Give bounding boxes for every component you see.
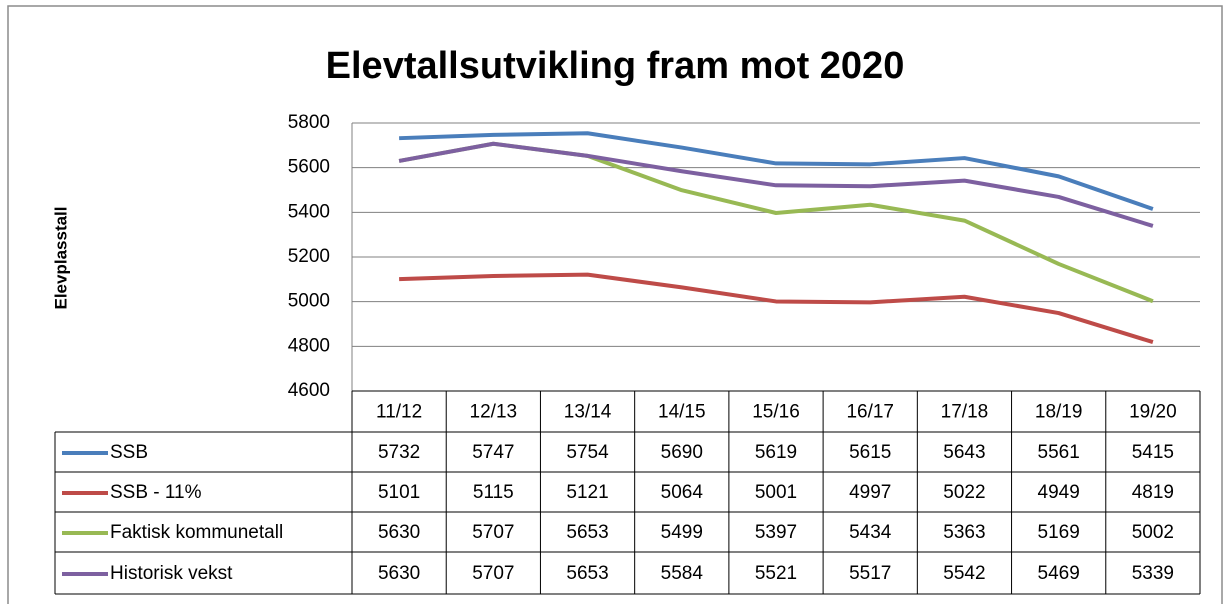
table-cell: 5101 [378, 482, 420, 503]
table-cell: 4819 [1132, 482, 1174, 503]
table-cell: 5363 [943, 522, 985, 543]
table-cell: 5415 [1132, 442, 1174, 463]
y-axis-label: Elevplasstall [51, 206, 70, 309]
table-cell: 5115 [473, 482, 514, 503]
table-cell: 5001 [755, 482, 797, 503]
table-cell: 5169 [1038, 522, 1080, 543]
table-cell: 5339 [1132, 563, 1174, 584]
x-tick-label: 11/12 [376, 402, 422, 423]
y-tick-label: 5000 [288, 291, 330, 312]
table-cell: 5397 [755, 522, 797, 543]
table-cell: 5707 [472, 563, 514, 584]
x-tick-label: 15/16 [752, 402, 800, 423]
table-cell: 5643 [943, 442, 985, 463]
table-cell: 4997 [849, 482, 891, 503]
table-cell: 5561 [1038, 442, 1080, 463]
legend-label: Faktisk kommunetall [110, 522, 283, 543]
table-cell: 4949 [1038, 482, 1080, 503]
table-cell: 5732 [378, 442, 420, 463]
table-cell: 5653 [566, 522, 608, 543]
series-line [398, 141, 1154, 228]
table-cell: 5469 [1038, 563, 1080, 584]
x-tick-label: 14/15 [658, 402, 706, 423]
x-tick-label: 17/18 [941, 402, 989, 423]
table-cell: 5434 [849, 522, 892, 543]
table-cell: 5584 [661, 563, 704, 584]
y-tick-label: 5200 [288, 246, 330, 267]
table-cell: 5754 [566, 442, 609, 463]
table-cell: 5499 [661, 522, 703, 543]
x-tick-label: 13/14 [564, 402, 612, 423]
table-cell: 5521 [755, 563, 797, 584]
series-line [399, 131, 1154, 211]
chart-title: Elevtallsutvikling fram mot 2020 [326, 45, 905, 87]
table-cell: 5690 [661, 442, 703, 463]
y-tick-label: 4800 [288, 335, 330, 356]
table-cell: 5619 [755, 442, 797, 463]
table-cell: 5064 [661, 482, 704, 503]
legend-label: Historisk vekst [110, 563, 233, 584]
legend-label: SSB - 11% [110, 482, 202, 503]
x-tick-label: 12/13 [470, 402, 518, 423]
y-tick-label: 5800 [288, 112, 330, 133]
series-line [399, 272, 1154, 345]
table-cell: 5630 [378, 522, 420, 543]
table-cell: 5002 [1132, 522, 1174, 543]
table-cell: 5022 [943, 482, 985, 503]
table-cell: 5707 [472, 522, 514, 543]
legend-label: SSB [110, 442, 148, 463]
x-tick-label: 16/17 [846, 402, 894, 423]
table-cell: 5747 [472, 442, 514, 463]
y-tick-label: 5400 [288, 201, 330, 222]
x-tick-label: 19/20 [1129, 402, 1177, 423]
table-cell: 5653 [566, 563, 608, 584]
table-cell: 5630 [378, 563, 420, 584]
table-cell: 5542 [943, 563, 985, 584]
chart-border [7, 5, 1223, 604]
table-cell: 5517 [849, 563, 891, 584]
y-tick-label: 4600 [288, 380, 330, 401]
x-tick-label: 18/19 [1035, 402, 1083, 423]
table-cell: 5121 [566, 482, 608, 503]
y-tick-label: 5600 [288, 157, 330, 178]
table-cell: 5615 [849, 442, 891, 463]
